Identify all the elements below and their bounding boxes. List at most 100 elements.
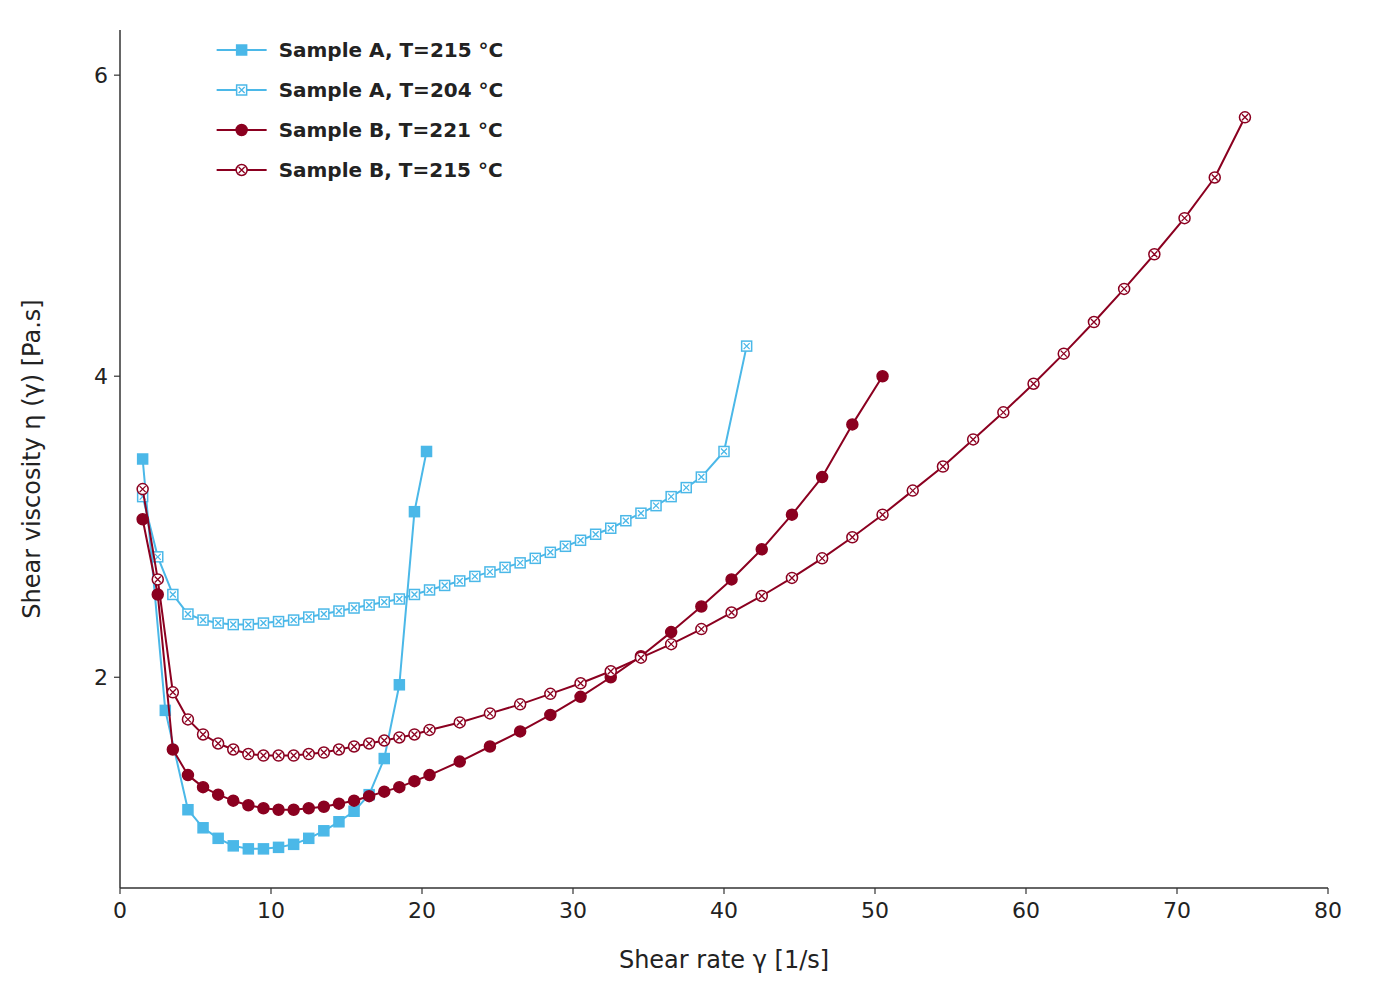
x-tick-label: 0: [113, 898, 127, 923]
marker-cross: [1000, 409, 1006, 415]
marker-cross: [1212, 175, 1218, 181]
marker-cross: [502, 564, 508, 570]
data-point: [696, 624, 707, 635]
marker-circle: [182, 714, 193, 725]
marker-cross: [366, 602, 372, 608]
marker-cross: [487, 710, 493, 716]
data-point: [274, 617, 284, 627]
data-point: [1209, 172, 1220, 183]
data-point: [138, 454, 148, 464]
marker-circle: [349, 741, 360, 752]
marker-cross: [578, 537, 584, 543]
y-tick-label: 4: [94, 364, 108, 389]
marker-cross: [215, 740, 221, 746]
data-point: [349, 795, 360, 806]
marker-square: [258, 844, 268, 854]
marker-circle: [756, 544, 767, 555]
x-tick-label: 70: [1163, 898, 1191, 923]
data-point: [666, 639, 677, 650]
data-point: [228, 620, 238, 630]
marker-square: [636, 508, 646, 518]
marker-cross: [411, 731, 417, 737]
marker-cross: [381, 737, 387, 743]
marker-square: [319, 609, 329, 619]
marker-square: [213, 833, 223, 843]
marker-cross: [185, 611, 191, 617]
marker-circle: [666, 639, 677, 650]
data-point: [998, 407, 1009, 418]
marker-cross: [276, 619, 282, 625]
data-point: [152, 574, 163, 585]
legend-entry: Sample B, T=215 °C: [217, 158, 503, 182]
marker-square: [183, 609, 193, 619]
marker-square: [530, 553, 540, 563]
marker-circle: [545, 709, 556, 720]
data-point: [606, 523, 616, 533]
data-point: [258, 844, 268, 854]
marker-cross: [517, 560, 523, 566]
marker-cross: [1151, 251, 1157, 257]
marker-circle: [198, 782, 209, 793]
marker-cross: [321, 750, 327, 756]
marker-cross: [260, 753, 266, 759]
data-point: [213, 738, 224, 749]
marker-cross: [200, 617, 206, 623]
marker-circle: [756, 590, 767, 601]
marker-square: [213, 618, 223, 628]
data-point: [485, 567, 495, 577]
marker-circle: [786, 572, 797, 583]
data-point: [364, 600, 374, 610]
data-point: [877, 371, 888, 382]
data-point: [409, 776, 420, 787]
data-point: [258, 618, 268, 628]
marker-circle: [515, 726, 526, 737]
marker-circle: [1058, 348, 1069, 359]
marker-circle: [696, 601, 707, 612]
data-point: [394, 782, 405, 793]
marker-cross: [472, 573, 478, 579]
marker-circle: [379, 735, 390, 746]
marker-cross: [668, 641, 674, 647]
marker-circle: [228, 744, 239, 755]
data-point: [228, 744, 239, 755]
marker-circle: [333, 798, 344, 809]
marker-circle: [243, 800, 254, 811]
marker-cross: [1091, 319, 1097, 325]
marker-cross: [1031, 381, 1037, 387]
data-point: [228, 841, 238, 851]
marker-circle: [236, 125, 247, 136]
data-point: [515, 699, 526, 710]
data-point: [605, 666, 616, 677]
x-tick-label: 10: [257, 898, 285, 923]
data-point: [349, 603, 359, 613]
marker-circle: [1119, 283, 1130, 294]
marker-circle: [1088, 317, 1099, 328]
marker-square: [349, 806, 359, 816]
series: [137, 371, 888, 816]
marker-circle: [424, 770, 435, 781]
data-point: [152, 589, 163, 600]
marker-cross: [185, 716, 191, 722]
marker-circle: [152, 574, 163, 585]
marker-cross: [239, 167, 245, 173]
marker-cross: [230, 622, 236, 628]
marker-circle: [349, 795, 360, 806]
marker-cross: [351, 605, 357, 611]
marker-square: [289, 615, 299, 625]
marker-cross: [910, 488, 916, 494]
marker-circle: [182, 770, 193, 781]
data-point: [1179, 213, 1190, 224]
marker-cross: [1182, 215, 1188, 221]
data-point: [379, 786, 390, 797]
marker-square: [719, 446, 729, 456]
data-point: [742, 341, 752, 351]
marker-circle: [333, 744, 344, 755]
marker-cross: [638, 510, 644, 516]
x-tick-label: 30: [559, 898, 587, 923]
data-point: [213, 789, 224, 800]
marker-square: [274, 842, 284, 852]
data-point: [167, 687, 178, 698]
marker-circle: [1149, 249, 1160, 260]
data-point: [289, 615, 299, 625]
data-point: [726, 607, 737, 618]
